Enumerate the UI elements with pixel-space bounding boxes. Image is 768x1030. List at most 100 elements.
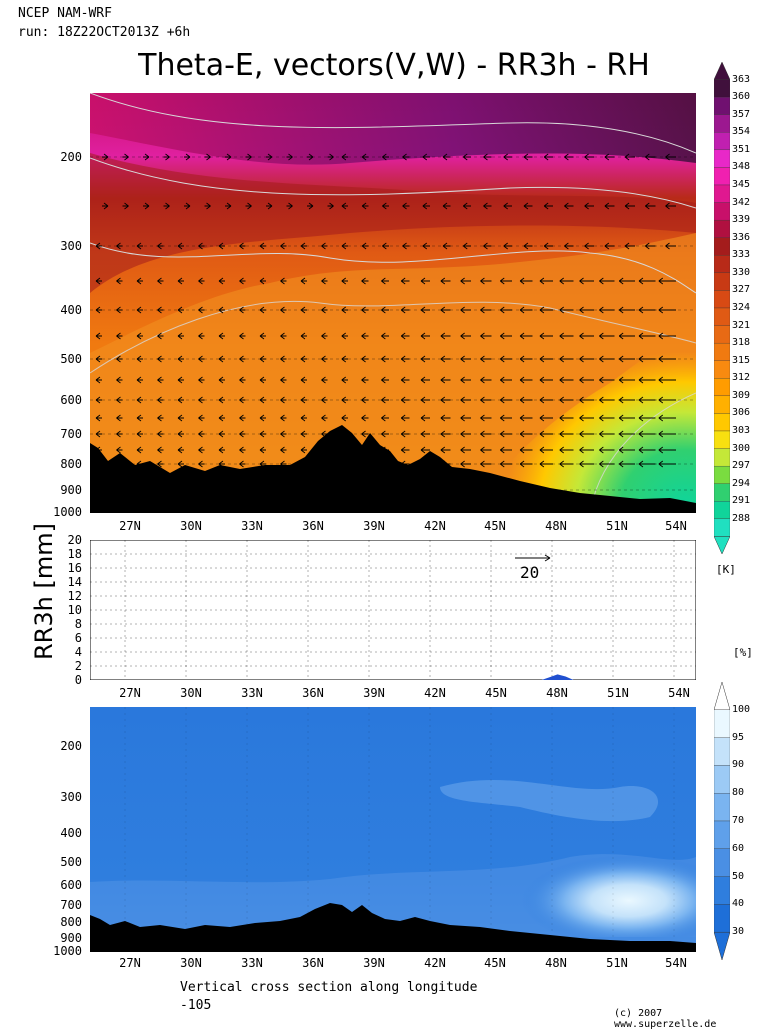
colorbar-label: 30 bbox=[732, 926, 745, 938]
y-tick: 18 bbox=[67, 547, 82, 561]
wind-vector bbox=[658, 355, 676, 363]
wind-vector bbox=[584, 242, 594, 250]
colorbar-segment bbox=[714, 290, 730, 309]
wind-vector bbox=[480, 414, 492, 422]
wind-vector bbox=[422, 242, 430, 250]
wind-vector bbox=[638, 376, 656, 384]
y-tick: 1000 bbox=[53, 944, 82, 958]
wind-vector bbox=[143, 153, 150, 161]
colorbar-label: 291 bbox=[732, 495, 751, 507]
wind-vector bbox=[402, 202, 410, 210]
wind-vector bbox=[599, 332, 615, 340]
wind-vector bbox=[361, 242, 369, 250]
wind-vector bbox=[327, 153, 334, 161]
wind-vector bbox=[400, 277, 410, 285]
wind-vector bbox=[599, 460, 615, 468]
wind-vector bbox=[136, 355, 143, 363]
wind-vector bbox=[519, 460, 533, 468]
wind-vector bbox=[361, 306, 369, 314]
wind-vector bbox=[499, 332, 512, 340]
wind-vector bbox=[618, 277, 635, 285]
wind-vector bbox=[259, 376, 266, 384]
y-tick: 14 bbox=[67, 575, 82, 589]
wind-vector bbox=[539, 332, 553, 340]
reference-vector-label: 20 bbox=[520, 563, 540, 582]
wind-vector bbox=[559, 446, 574, 454]
rh-terrain bbox=[90, 903, 696, 952]
colorbar-segment bbox=[714, 167, 730, 186]
wind-vector bbox=[280, 414, 287, 422]
wind-vector bbox=[341, 376, 348, 384]
colorbar-label: 351 bbox=[732, 143, 751, 155]
wind-vector bbox=[658, 376, 676, 384]
y-tick: 300 bbox=[60, 790, 82, 804]
colorbar-label: 294 bbox=[732, 477, 751, 489]
wind-vector bbox=[341, 277, 348, 285]
wind-vector bbox=[136, 277, 143, 285]
wind-vector bbox=[198, 277, 205, 285]
wind-vector bbox=[618, 332, 635, 340]
wind-vector bbox=[519, 376, 533, 384]
colorbar-segment bbox=[714, 413, 730, 432]
wind-vector bbox=[440, 355, 451, 363]
x-tick: 36N bbox=[302, 956, 324, 970]
colorbar-label: 90 bbox=[732, 759, 745, 771]
wind-vector bbox=[259, 396, 266, 404]
x-tick: 27N bbox=[119, 519, 141, 533]
wind-vector bbox=[218, 430, 225, 438]
wind-vector bbox=[177, 460, 184, 468]
wind-vector bbox=[218, 332, 225, 340]
x-tick: 39N bbox=[363, 956, 385, 970]
wind-vector bbox=[95, 242, 102, 250]
wind-vector bbox=[177, 306, 184, 314]
theta-mid-band bbox=[90, 153, 696, 293]
wind-vector bbox=[460, 446, 471, 454]
wind-vector bbox=[638, 355, 656, 363]
wind-vector bbox=[157, 460, 164, 468]
wind-vector bbox=[579, 277, 594, 285]
wind-vector bbox=[381, 376, 389, 384]
wind-vector bbox=[116, 332, 123, 340]
colorbar-label: 336 bbox=[732, 231, 751, 243]
wind-vector bbox=[645, 242, 656, 250]
wind-vector bbox=[259, 430, 266, 438]
wind-vector bbox=[638, 306, 656, 314]
wind-vector bbox=[442, 202, 451, 210]
y-tick: 10 bbox=[67, 603, 82, 617]
wind-vector bbox=[280, 355, 287, 363]
wind-vector bbox=[280, 242, 287, 250]
x-tick: 51N bbox=[606, 956, 628, 970]
wind-vector bbox=[420, 332, 430, 340]
wind-vector bbox=[499, 396, 512, 404]
wind-vector bbox=[420, 446, 430, 454]
wind-vector bbox=[361, 414, 369, 422]
x-tick: 48N bbox=[545, 956, 567, 970]
wind-vector bbox=[440, 430, 451, 438]
colorbar-segment bbox=[714, 219, 730, 238]
wind-vector bbox=[624, 153, 635, 161]
y-tick: 20 bbox=[67, 533, 82, 547]
wind-vector bbox=[239, 396, 246, 404]
y-tick: 4 bbox=[74, 645, 82, 659]
rr3h-panel bbox=[90, 540, 696, 680]
colorbar-cap bbox=[714, 682, 730, 711]
wind-vector bbox=[638, 414, 656, 422]
wind-vector bbox=[559, 306, 574, 314]
wind-vector bbox=[658, 396, 676, 404]
wind-vector bbox=[499, 446, 512, 454]
wind-vector bbox=[157, 332, 164, 340]
wind-vector bbox=[198, 430, 205, 438]
wind-vector bbox=[460, 414, 471, 422]
wind-vector bbox=[95, 306, 102, 314]
colorbar-segment bbox=[714, 325, 730, 344]
wind-vector bbox=[519, 396, 533, 404]
y-tick: 500 bbox=[60, 855, 82, 869]
wind-vector bbox=[579, 414, 594, 422]
credit: (c) 2007 www.superzelle.de bbox=[614, 1008, 717, 1030]
wind-vector bbox=[218, 396, 225, 404]
colorbar-label: 363 bbox=[732, 73, 751, 85]
y-tick: 0 bbox=[74, 673, 82, 687]
wind-vector bbox=[579, 355, 594, 363]
model-name: NCEP NAM-WRF bbox=[18, 6, 112, 21]
rh-unit: [%] bbox=[733, 646, 753, 659]
